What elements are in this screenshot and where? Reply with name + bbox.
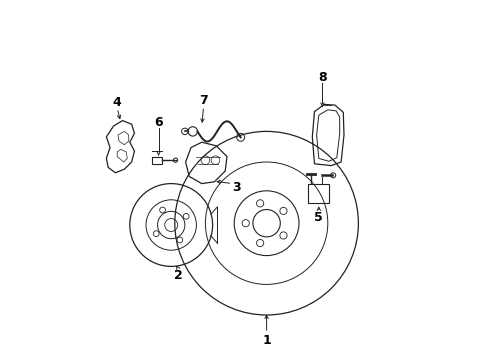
Text: 3: 3 <box>232 181 240 194</box>
Text: 8: 8 <box>318 71 327 84</box>
Text: 6: 6 <box>154 116 163 129</box>
Text: 2: 2 <box>174 269 183 282</box>
Text: 7: 7 <box>199 94 208 107</box>
Text: 5: 5 <box>315 211 323 224</box>
Text: 4: 4 <box>113 96 122 109</box>
Text: 1: 1 <box>262 334 271 347</box>
